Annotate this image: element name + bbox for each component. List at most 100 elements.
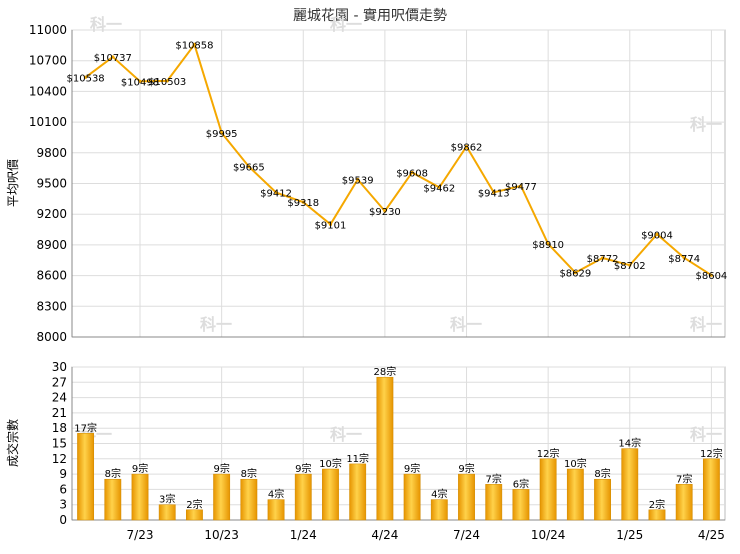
price-point-18 [573,271,577,275]
volume-ytick-9: 27 [52,375,67,389]
volume-bar-18 [566,468,584,521]
xtick-2: 1/24 [290,528,317,542]
price-point-14 [464,144,469,149]
price-point-4 [192,42,197,47]
price-ytick-8: 10400 [29,84,67,98]
volume-bar-1 [104,478,122,521]
price-series-line [85,42,712,277]
price-label-8: $9318 [287,198,319,209]
volume-label-8: 9宗 [295,462,311,475]
volume-bar-9 [322,468,339,521]
price-point-7 [274,190,278,195]
volume-bar-8 [294,473,312,521]
volume-label-1: 8宗 [105,467,121,480]
volume-bar-3 [158,504,176,521]
price-label-12: $9608 [396,168,428,179]
volume-label-23: 12宗 [700,447,723,460]
watermark-2: 科一 [690,115,722,134]
volume-label-20: 14宗 [618,437,641,450]
volume-bar-13 [430,499,448,521]
volume-axis-title: 成交宗數 [5,419,20,467]
price-label-7: $9412 [260,189,292,200]
price-ytick-1: 8300 [36,299,67,313]
price-axis-title: 平均呎價 [6,159,20,207]
volume-label-21: 2宗 [649,498,665,511]
volume-bar-19 [594,478,611,521]
price-point-23 [709,273,713,277]
volume-bar-10 [349,463,367,521]
price-label-13: $9462 [423,183,455,194]
watermark-5: 科一 [690,315,722,334]
price-point-10 [356,177,360,182]
xtick-6: 1/25 [616,528,643,542]
price-label-5: $9995 [206,129,238,140]
volume-bar-2 [131,473,149,521]
price-label-21: $9004 [641,230,673,241]
volume-label-10: 11宗 [346,452,369,465]
price-point-16 [519,184,523,188]
volume-bar-11 [376,376,394,521]
price-point-9 [328,222,333,226]
volume-label-18: 10宗 [564,457,587,470]
price-point-20 [628,263,632,267]
volume-label-9: 10宗 [319,457,342,470]
watermark-8: 科一 [690,425,722,444]
volume-label-6: 8宗 [241,467,257,480]
volume-bar-17 [539,458,557,521]
volume-ytick-6: 18 [52,421,67,435]
price-label-19: $8772 [587,254,619,265]
volume-label-5: 9宗 [213,462,229,475]
price-ytick-6: 9800 [36,146,67,160]
price-label-3: $10503 [148,77,186,88]
price-label-11: $9230 [369,207,401,218]
volume-bar-20 [621,448,639,521]
volume-ytick-10: 30 [52,360,67,374]
volume-bar-14 [458,473,475,521]
price-point-0 [84,75,88,79]
volume-label-14: 9宗 [458,462,474,475]
price-label-14: $9862 [451,142,483,153]
volume-bar-16 [512,489,530,521]
chart-title: 麗城花園 - 實用呎價走勢 [293,7,447,24]
xtick-0: 7/23 [127,528,154,542]
price-label-20: $8702 [614,261,646,272]
volume-label-13: 4宗 [431,488,447,501]
xtick-3: 4/24 [371,528,398,542]
volume-ytick-0: 0 [59,513,67,527]
price-ytick-3: 8900 [36,238,67,252]
volume-label-3: 3宗 [159,493,175,506]
volume-label-12: 9宗 [404,462,420,475]
price-ytick-0: 8000 [36,330,67,344]
volume-label-2: 9宗 [132,462,148,475]
price-point-19 [600,256,605,260]
volume-label-11: 28宗 [374,365,397,378]
volume-bar-12 [403,473,421,521]
price-label-4: $10858 [175,41,213,52]
price-label-1: $10737 [94,53,132,64]
volume-bar-7 [267,499,285,521]
price-point-22 [682,256,686,260]
price-label-0: $10538 [67,73,105,84]
price-ytick-5: 9500 [36,177,67,191]
price-ytick-10: 11000 [29,23,67,37]
price-point-15 [492,190,496,195]
price-point-11 [383,209,387,213]
volume-ytick-1: 3 [59,498,67,512]
xtick-5: 10/24 [531,528,566,542]
price-point-3 [165,79,169,83]
volume-bar-6 [240,478,258,521]
price-ytick-4: 9200 [36,207,67,221]
watermark-3: 科一 [200,315,232,334]
xtick-7: 4/25 [698,528,725,542]
price-label-23: $8604 [695,271,727,282]
volume-ytick-2: 6 [59,482,67,496]
volume-label-22: 7宗 [676,472,692,485]
volume-bar-0 [77,433,95,521]
price-point-12 [410,170,414,175]
volume-label-16: 6宗 [513,477,529,490]
volume-ytick-3: 9 [59,467,67,481]
watermark-1: 科一 [330,15,362,34]
volume-label-15: 7宗 [486,472,502,485]
volume-bar-23 [702,458,720,521]
